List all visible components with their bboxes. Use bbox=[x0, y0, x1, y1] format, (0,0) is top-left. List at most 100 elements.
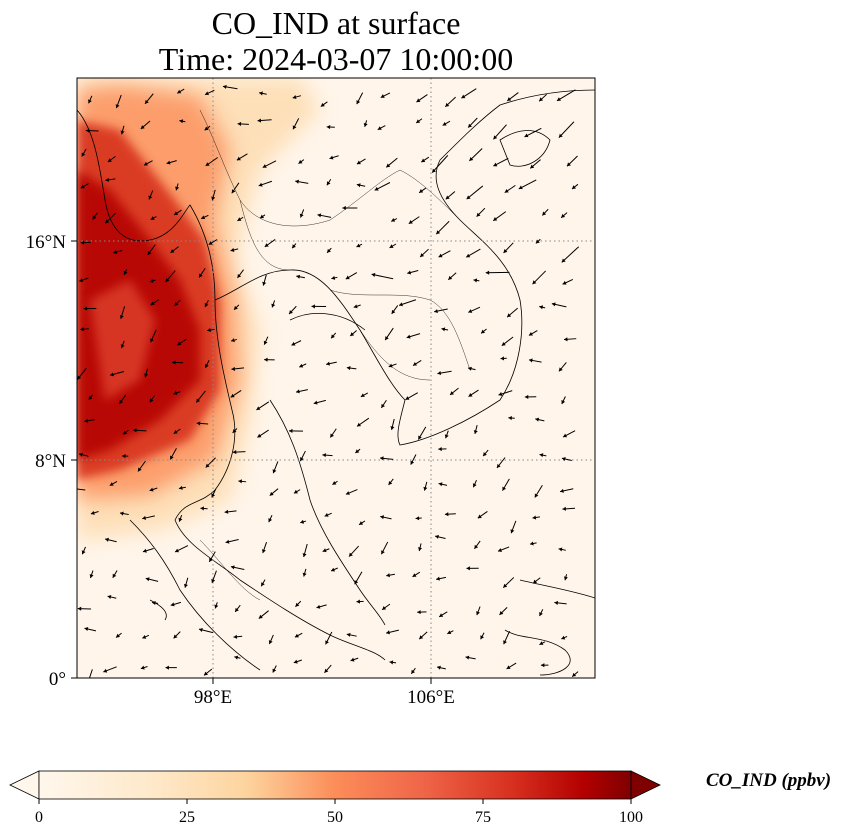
coastlines bbox=[77, 89, 595, 676]
wind-arrow-head bbox=[558, 367, 563, 372]
wind-arrow-head bbox=[173, 429, 178, 434]
wind-arrow-head bbox=[561, 213, 566, 218]
wind-arrow-head bbox=[109, 482, 114, 486]
wind-arrow-head bbox=[562, 506, 566, 511]
wind-arrow-head bbox=[269, 491, 274, 496]
wind-arrow-head bbox=[324, 513, 329, 517]
wind-arrow-head bbox=[317, 213, 322, 218]
wind-arrow-head bbox=[170, 455, 174, 460]
colorbar: 0 25 50 75 100 bbox=[9, 770, 661, 826]
wind-arrow-head bbox=[499, 610, 504, 615]
wind-arrow-head bbox=[295, 602, 300, 607]
wind-arrow-head bbox=[115, 104, 120, 109]
wind-arrow-head bbox=[258, 182, 263, 187]
wind-arrow-head bbox=[447, 630, 452, 635]
wind-arrow-head bbox=[211, 493, 216, 498]
wind-arrow-head bbox=[466, 566, 470, 571]
wind-arrow-head bbox=[411, 669, 416, 674]
colorbar-gradient bbox=[38, 770, 632, 800]
wind-arrow-head bbox=[326, 124, 331, 130]
wind-arrow-head bbox=[80, 327, 84, 332]
wind-arrow-head bbox=[122, 454, 126, 459]
wind-arrow-head bbox=[474, 544, 479, 549]
wind-arrow-head bbox=[123, 430, 128, 435]
wind-arrow-shaft bbox=[431, 155, 449, 173]
wind-arrow-shaft bbox=[561, 246, 580, 263]
concentration-field bbox=[77, 78, 320, 540]
wind-arrow-head bbox=[208, 241, 213, 245]
wind-arrow-head bbox=[80, 184, 85, 189]
wind-arrow-head bbox=[381, 403, 385, 408]
wind-arrow-head bbox=[105, 177, 110, 182]
wind-arrow-head bbox=[327, 248, 331, 253]
wind-arrow-shaft bbox=[88, 669, 93, 678]
wind-arrow-head bbox=[234, 655, 239, 660]
wind-arrow-head bbox=[371, 272, 376, 277]
wind-arrow-head bbox=[481, 329, 486, 334]
wind-arrow-head bbox=[567, 162, 571, 167]
wind-arrow-head bbox=[417, 610, 421, 615]
wind-arrow-head bbox=[150, 301, 155, 306]
colorbar-tick-label: 0 bbox=[35, 809, 43, 826]
wind-arrow-head bbox=[110, 372, 114, 377]
wind-arrow-head bbox=[380, 94, 385, 98]
wind-arrow-head bbox=[103, 668, 108, 673]
wind-arrow-head bbox=[476, 611, 480, 616]
wind-arrow-head bbox=[420, 253, 425, 257]
wind-arrow-head bbox=[468, 392, 473, 397]
wind-arrow-head bbox=[293, 659, 298, 664]
wind-arrow-head bbox=[152, 600, 156, 606]
wind-arrow-head bbox=[80, 240, 85, 245]
wind-arrow-head bbox=[230, 247, 235, 252]
lat-tick-label: 16°N bbox=[26, 232, 67, 253]
wind-arrow-head bbox=[356, 243, 361, 248]
wind-arrow-head bbox=[237, 121, 242, 127]
wind-arrow-head bbox=[539, 612, 543, 617]
wind-arrow-head bbox=[205, 91, 210, 96]
wind-arrow-head bbox=[360, 393, 365, 397]
wind-arrow-head bbox=[350, 657, 355, 662]
wind-arrow-head bbox=[405, 396, 410, 400]
wind-arrow-head bbox=[501, 341, 506, 346]
wind-arrow-head bbox=[529, 541, 534, 546]
wind-arrow-head bbox=[466, 253, 471, 258]
wind-arrow-head bbox=[123, 270, 128, 275]
wind-arrow-head bbox=[133, 428, 137, 433]
wind-arrow-head bbox=[528, 331, 533, 336]
wind-arrow-head bbox=[434, 309, 438, 314]
wind-arrow-head bbox=[473, 430, 478, 434]
wind-arrow-head bbox=[493, 217, 498, 221]
wind-arrow-head bbox=[356, 183, 361, 188]
wind-arrow-head bbox=[119, 399, 124, 404]
wind-arrow-head bbox=[299, 213, 304, 218]
wind-arrow-head bbox=[178, 485, 183, 490]
wind-arrow-head bbox=[437, 665, 441, 670]
wind-arrow-head bbox=[204, 303, 209, 308]
wind-arrow-head bbox=[363, 122, 368, 127]
wind-arrow-head bbox=[391, 309, 396, 314]
wind-arrow-head bbox=[149, 487, 154, 492]
wind-arrow-head bbox=[322, 453, 326, 458]
wind-arrow-head bbox=[77, 375, 82, 380]
wind-arrow-head bbox=[88, 99, 92, 104]
wind-arrow-head bbox=[332, 481, 337, 485]
wind-arrow-head bbox=[534, 493, 539, 498]
wind-arrow-head bbox=[262, 281, 267, 286]
wind-arrow-head bbox=[342, 205, 346, 211]
wind-arrow-head bbox=[532, 280, 537, 285]
wind-arrow-head bbox=[230, 393, 235, 398]
wind-arrow-head bbox=[391, 218, 396, 222]
wind-arrow-head bbox=[346, 632, 351, 637]
wind-arrow-head bbox=[476, 212, 481, 217]
wind-arrow-head bbox=[562, 280, 567, 285]
colorbar-tick-label: 100 bbox=[619, 809, 643, 826]
colorbar-tick-label: 75 bbox=[475, 809, 491, 826]
map-subtitle-time: Time: 2024-03-07 10:00:00 bbox=[158, 41, 514, 77]
wind-arrow-head bbox=[143, 161, 148, 166]
wind-arrow-head bbox=[356, 100, 361, 105]
wind-arrow-shaft bbox=[556, 89, 576, 102]
lat-tick-label: 0° bbox=[49, 669, 66, 690]
wind-arrow-head bbox=[386, 163, 391, 168]
wind-arrow-head bbox=[92, 215, 97, 220]
wind-arrow-head bbox=[389, 660, 394, 665]
